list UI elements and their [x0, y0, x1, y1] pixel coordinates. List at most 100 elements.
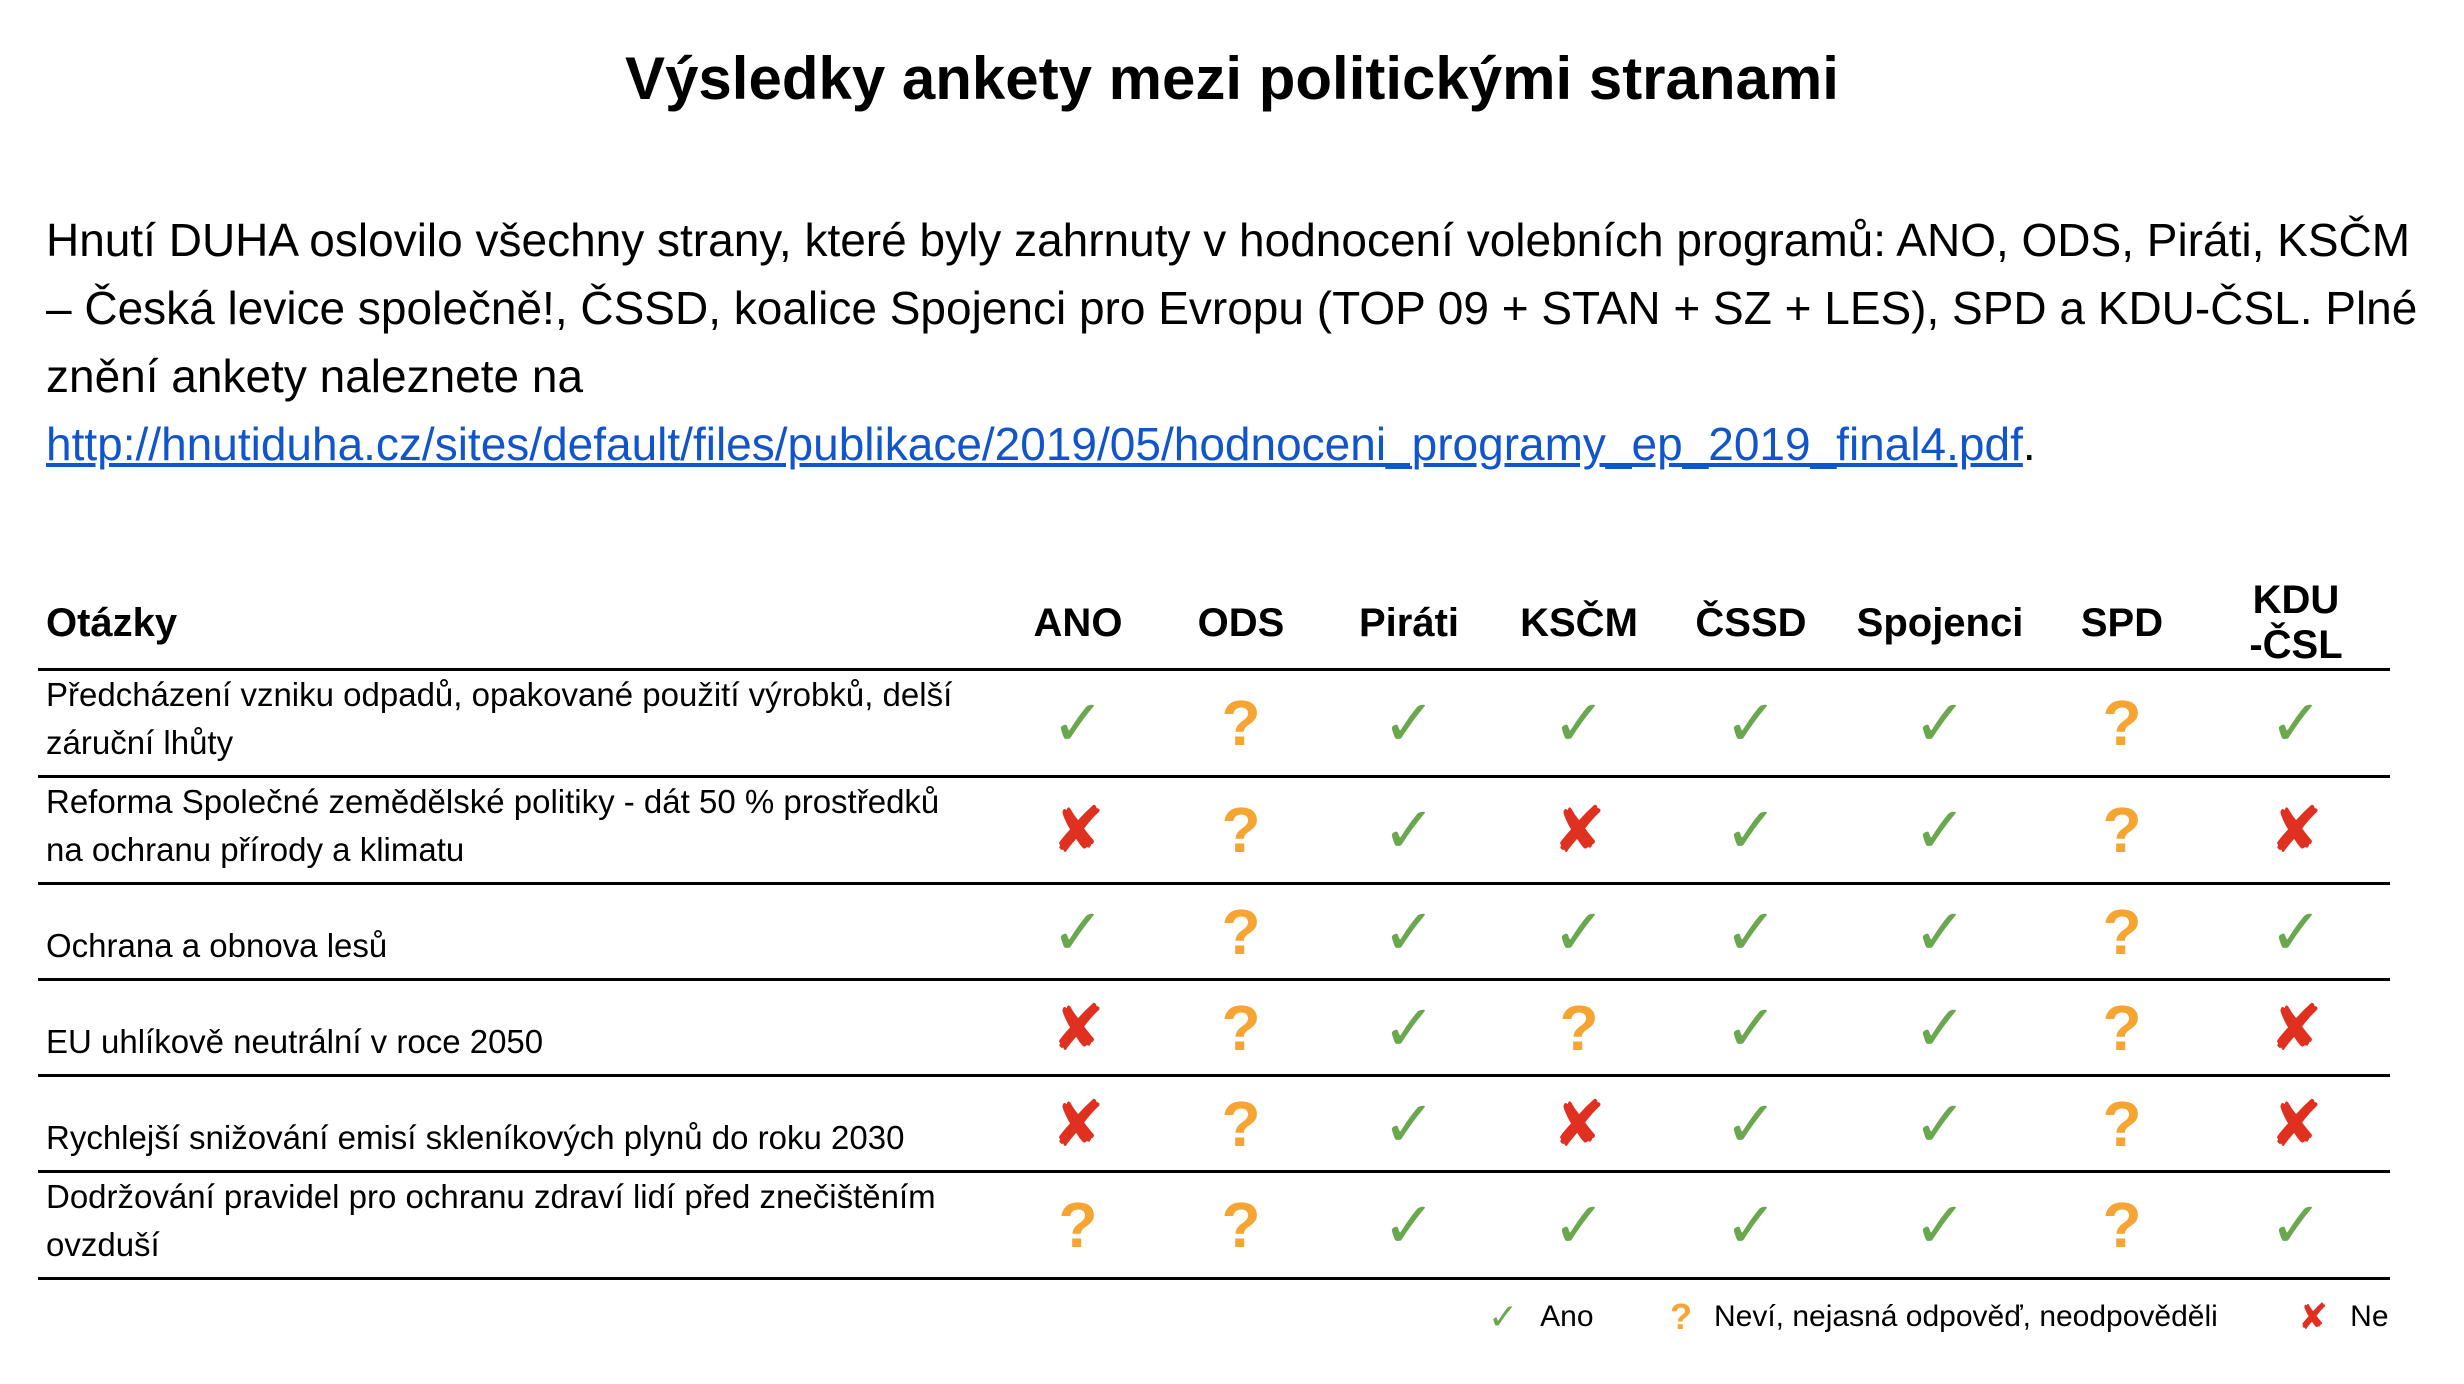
table-row: Dodržování pravidel pro ochranu zdraví l…: [38, 1171, 2390, 1280]
check-icon: ✓: [1051, 687, 1105, 759]
legend: ✓ Ano ? Neví, nejasná odpověď, neodpověd…: [0, 1296, 2464, 1346]
question-icon: ?: [1221, 687, 1261, 759]
results-table: Otázky ANO ODS Piráti KSČM ČSSD Spojenci…: [38, 578, 2390, 1280]
answer-cell: ?: [2042, 883, 2202, 981]
answer-cell: ?: [1158, 776, 1324, 885]
answer-cell: ✓: [1324, 669, 1494, 778]
answer-cell: ✓: [1324, 1075, 1494, 1173]
table-row: Reforma Společné zemědělské politiky - d…: [38, 776, 2390, 885]
cross-icon: ✘: [1552, 1087, 1606, 1160]
cross-icon: ✘: [2269, 991, 2323, 1064]
party-header: KSČM: [1494, 578, 1664, 671]
answer-cell: ✓: [1664, 776, 1838, 885]
answer-cell: ✓: [1324, 883, 1494, 981]
answer-cell: ?: [1158, 1171, 1324, 1280]
answer-cell: ✘: [2202, 979, 2390, 1077]
check-icon: ✓: [1913, 1189, 1967, 1261]
legend-yes-label: Ano: [1540, 1300, 1594, 1333]
question-icon: ?: [2102, 1087, 2142, 1160]
answer-cell: ✘: [998, 979, 1158, 1077]
answer-cell: ✓: [1664, 669, 1838, 778]
header-row: Otázky ANO ODS Piráti KSČM ČSSD Spojenci…: [38, 578, 2390, 671]
answer-cell: ✓: [2202, 883, 2390, 981]
check-icon: ✓: [1382, 687, 1436, 759]
check-icon: ✓: [1382, 991, 1436, 1064]
answer-cell: ✓: [1494, 1171, 1664, 1280]
answer-cell: ✓: [1664, 979, 1838, 1077]
answer-cell: ?: [2042, 669, 2202, 778]
check-icon: ✓: [1382, 1087, 1436, 1160]
check-icon: ✓: [1913, 895, 1967, 968]
party-header: Piráti: [1324, 578, 1494, 671]
answer-cell: ?: [1158, 883, 1324, 981]
check-icon: ✓: [1488, 1296, 1519, 1337]
answer-cell: ✓: [1664, 1075, 1838, 1173]
answer-cell: ✓: [1838, 979, 2042, 1077]
cross-icon: ✘: [2269, 1087, 2323, 1160]
question-icon: ?: [1559, 991, 1599, 1064]
party-header: Spojenci: [1838, 578, 2042, 671]
check-icon: ✓: [1913, 1087, 1967, 1160]
question-icon: ?: [1221, 895, 1261, 968]
answer-cell: ?: [1158, 669, 1324, 778]
check-icon: ✓: [1724, 991, 1778, 1064]
answer-cell: ✓: [1324, 776, 1494, 885]
answer-cell: ✓: [1494, 883, 1664, 981]
answer-cell: ✓: [1838, 776, 2042, 885]
answer-cell: ✓: [1494, 669, 1664, 778]
answer-cell: ✓: [1324, 979, 1494, 1077]
answer-cell: ✓: [1838, 1171, 2042, 1280]
question-cell: Reforma Společné zemědělské politiky - d…: [38, 776, 998, 885]
check-icon: ✓: [2269, 895, 2323, 968]
answer-cell: ?: [1494, 979, 1664, 1077]
legend-no-label: Ne: [2350, 1300, 2389, 1333]
cross-icon: ✘: [1051, 1087, 1105, 1160]
check-icon: ✓: [1724, 687, 1778, 759]
answer-cell: ✓: [1664, 883, 1838, 981]
question-icon: ?: [2102, 991, 2142, 1064]
table-row: Rychlejší snižování emisí skleníkových p…: [38, 1075, 2390, 1173]
check-icon: ✓: [1552, 1189, 1606, 1261]
check-icon: ✓: [2269, 1189, 2323, 1261]
question-header: Otázky: [38, 578, 998, 671]
check-icon: ✓: [1051, 895, 1105, 968]
question-cell: Ochrana a obnova lesů: [38, 883, 998, 981]
answer-cell: ?: [2042, 1075, 2202, 1173]
cross-icon: ✘: [1051, 794, 1105, 866]
legend-maybe-label: Neví, nejasná odpověď, neodpověděli: [1714, 1300, 2218, 1333]
answer-cell: ?: [2042, 1171, 2202, 1280]
check-icon: ✓: [1382, 794, 1436, 866]
question-icon: ?: [1221, 1189, 1261, 1261]
question-icon: ?: [2102, 687, 2142, 759]
cross-icon: ✘: [2269, 794, 2323, 866]
answer-cell: ✓: [1324, 1171, 1494, 1280]
legend-yes: ✓ Ano: [1488, 1296, 1594, 1338]
intro-end: .: [2022, 418, 2036, 470]
answer-cell: ✘: [1494, 776, 1664, 885]
answer-cell: ✓: [1664, 1171, 1838, 1280]
party-header: ČSSD: [1664, 578, 1838, 671]
check-icon: ✓: [1724, 1087, 1778, 1160]
answer-cell: ✘: [2202, 1075, 2390, 1173]
question-cell: Dodržování pravidel pro ochranu zdraví l…: [38, 1171, 998, 1280]
table-row: Ochrana a obnova lesů ✓? ✓ ✓ ✓ ✓? ✓: [38, 883, 2390, 981]
party-header: KDU -ČSL: [2202, 578, 2390, 671]
check-icon: ✓: [1724, 895, 1778, 968]
page-title: Výsledky ankety mezi politickými stranam…: [625, 45, 1839, 112]
survey-link[interactable]: http://hnutiduha.cz/sites/default/files/…: [46, 418, 2023, 470]
check-icon: ✓: [1552, 687, 1606, 759]
answer-cell: ✘: [998, 776, 1158, 885]
answer-cell: ✘: [998, 1075, 1158, 1173]
check-icon: ✓: [1913, 687, 1967, 759]
answer-cell: ✓: [1838, 1075, 2042, 1173]
check-icon: ✓: [1913, 794, 1967, 866]
question-icon: ?: [2102, 895, 2142, 968]
check-icon: ✓: [1913, 991, 1967, 1064]
answer-cell: ?: [998, 1171, 1158, 1280]
cross-icon: ✘: [1051, 991, 1105, 1064]
check-icon: ✓: [1382, 895, 1436, 968]
answer-cell: ✘: [2202, 776, 2390, 885]
answer-cell: ?: [1158, 979, 1324, 1077]
answer-cell: ✓: [998, 669, 1158, 778]
answer-cell: ✓: [2202, 669, 2390, 778]
